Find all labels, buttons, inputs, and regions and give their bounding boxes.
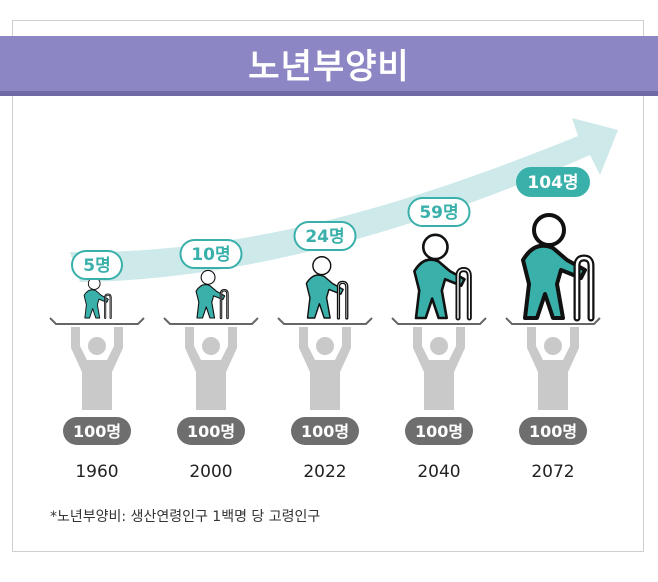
worker-count-badge [405, 417, 473, 445]
elderly-count-badge [516, 167, 590, 197]
title-banner [0, 36, 658, 91]
elderly-count-badge [407, 197, 471, 227]
elderly-count-label: 24명 [305, 227, 344, 247]
elderly-figure [305, 256, 349, 320]
worker-count-badge [177, 417, 245, 445]
year-tick-label: 2040 [417, 462, 460, 482]
shelf [163, 317, 259, 325]
worker-count-label: 100명 [301, 422, 349, 441]
elderly-count-label: 104명 [527, 173, 578, 193]
shelf [391, 317, 487, 325]
year-tick-label: 2000 [189, 462, 232, 482]
elderly-count-badge [293, 221, 357, 251]
elderly-figure [521, 213, 595, 322]
worker-count-badge [63, 417, 131, 445]
elderly-figure [83, 277, 112, 320]
worker-count-badge [291, 417, 359, 445]
shelf [505, 317, 601, 325]
elderly-figure [195, 269, 229, 320]
worker-count-label: 100명 [415, 422, 463, 441]
shelf [49, 317, 145, 325]
worker-figure [527, 327, 579, 410]
year-tick-label: 2022 [303, 462, 346, 482]
worker-count-badge [519, 417, 587, 445]
page-title: 노년부양비 [248, 47, 410, 87]
worker-count-label: 100명 [529, 422, 577, 441]
elderly-count-label: 59명 [419, 203, 458, 223]
trend-arrow [70, 118, 618, 282]
worker-figure [71, 327, 123, 410]
elderly-count-label: 5명 [83, 256, 110, 276]
shelf [277, 317, 373, 325]
worker-figure [299, 327, 351, 410]
elderly-count-badge [179, 239, 243, 269]
title-banner-shadow [0, 91, 658, 96]
elderly-count-label: 10명 [191, 245, 230, 265]
worker-figure [185, 327, 237, 410]
worker-count-label: 100명 [187, 422, 235, 441]
footnote: *노년부양비: 생산연령인구 1백명 당 고령인구 [50, 509, 321, 525]
elderly-count-badge [71, 250, 123, 280]
year-tick-label: 2072 [531, 462, 574, 482]
worker-figure [413, 327, 465, 410]
year-tick-label: 1960 [75, 462, 118, 482]
worker-count-label: 100명 [73, 422, 121, 441]
elderly-figure [413, 233, 472, 321]
